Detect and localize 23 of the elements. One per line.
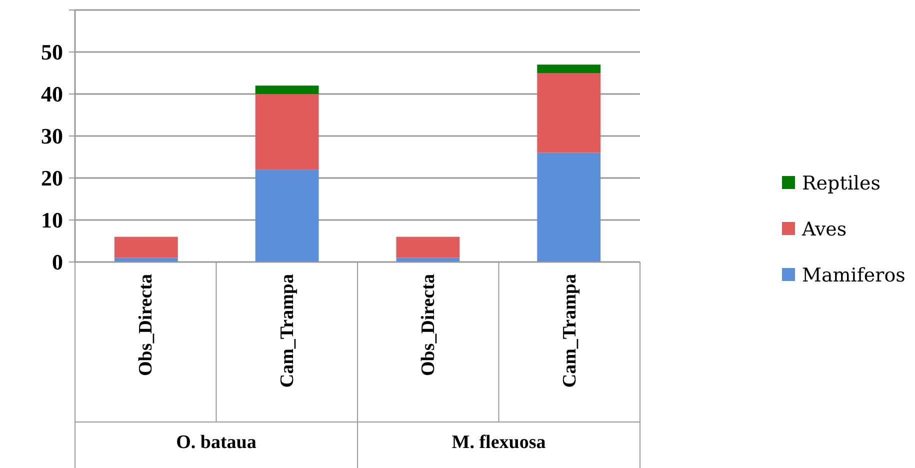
legend-label: Aves: [801, 218, 847, 241]
text: M. flexuosa: [452, 432, 546, 453]
text: O. bataua: [176, 432, 257, 453]
bar: [396, 236, 460, 258]
x-tick-label: Obs_Directa: [136, 274, 157, 376]
y-tick-label: 20: [41, 166, 63, 191]
x-tick-label: Obs_Directa: [418, 274, 440, 376]
y-tick-label: 0: [52, 250, 63, 275]
bar: [537, 64, 601, 73]
y-tick-label: 40: [41, 82, 63, 107]
y-tick-label: 50: [41, 40, 63, 65]
y-tick-label: 10: [41, 208, 63, 233]
bar: [537, 152, 601, 262]
bar: [114, 236, 178, 258]
y-tick-label: 30: [41, 124, 63, 149]
bar: [255, 170, 319, 262]
legend-label: Mamiferos: [802, 264, 906, 287]
bar: [255, 94, 319, 170]
x-tick-label: Cam_Trampa: [559, 274, 580, 388]
bar: [537, 73, 601, 153]
x-tick-label: Cam_Trampa: [276, 274, 298, 388]
bar: [255, 86, 319, 94]
legend-label: Reptiles: [802, 172, 880, 195]
